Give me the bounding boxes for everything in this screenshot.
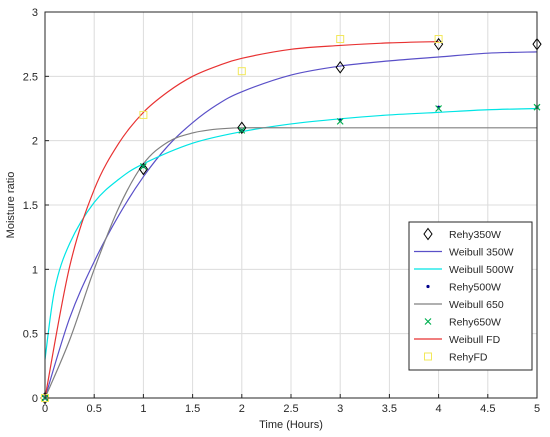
legend-item: Weibull 350W bbox=[414, 247, 514, 259]
x-tick-label: 3.5 bbox=[382, 403, 397, 415]
data-point-s0-1 bbox=[138, 162, 149, 176]
y-tick-label: 3 bbox=[32, 7, 38, 19]
data-point-s7-1 bbox=[139, 110, 148, 119]
data-point-s5-3 bbox=[336, 117, 344, 125]
series-line-4 bbox=[44, 127, 537, 399]
x-tick-label: 4 bbox=[436, 403, 442, 415]
legend-item: Rehy500W bbox=[426, 282, 501, 294]
x-tick-label: 0 bbox=[42, 403, 48, 415]
x-tick-label: 1.5 bbox=[185, 403, 200, 415]
y-tick-label: 0.5 bbox=[23, 329, 38, 341]
legend-label: Rehy650W bbox=[449, 317, 501, 329]
x-tick-label: 3 bbox=[337, 403, 343, 415]
y-tick-label: 2.5 bbox=[23, 71, 38, 83]
x-tick-label: 2.5 bbox=[283, 403, 298, 415]
legend-label: Weibull 500W bbox=[449, 264, 514, 276]
legend-marker-swatch bbox=[426, 284, 430, 289]
y-tick-label: 1.5 bbox=[23, 200, 38, 212]
legend-item: Rehy650W bbox=[424, 317, 501, 329]
data-point-s7-2 bbox=[237, 67, 246, 76]
y-tick-label: 2 bbox=[32, 136, 38, 148]
series-line-2 bbox=[44, 107, 538, 360]
data-point-s0-2 bbox=[237, 121, 247, 135]
line-series-group bbox=[44, 40, 538, 399]
legend-marker-swatch bbox=[424, 352, 432, 361]
legend-label: Weibull 350W bbox=[449, 247, 514, 259]
y-tick-label: 1 bbox=[32, 264, 38, 276]
data-point-s5-2 bbox=[238, 126, 246, 134]
data-point-s5-4 bbox=[435, 105, 443, 112]
legend-item: Weibull 500W bbox=[414, 264, 514, 276]
x-tick-label: 4.5 bbox=[480, 403, 495, 415]
legend-label: Weibull 650 bbox=[449, 299, 504, 311]
legend-label: Rehy350W bbox=[449, 229, 501, 241]
y-tick-label: 0 bbox=[32, 393, 38, 405]
data-point-s5-1 bbox=[139, 162, 147, 170]
legend-marker-swatch bbox=[423, 227, 433, 241]
legend-item: RehyFD bbox=[424, 352, 488, 364]
legend-label: RehyFD bbox=[449, 352, 488, 364]
data-point-s7-4 bbox=[434, 35, 443, 44]
legend-item: Weibull 650 bbox=[414, 299, 504, 311]
data-point-s7-3 bbox=[336, 35, 345, 44]
data-point-s0-3 bbox=[335, 60, 345, 74]
legend-label: Rehy500W bbox=[449, 282, 501, 294]
series-line-1 bbox=[44, 51, 538, 399]
x-tick-label: 2 bbox=[239, 403, 245, 415]
legend-box bbox=[408, 221, 533, 371]
legend-item: Weibull FD bbox=[414, 334, 501, 346]
x-tick-label: 1 bbox=[140, 403, 146, 415]
x-tick-label: 5 bbox=[534, 403, 540, 415]
tick-labels: 0 0.5 1 1.5 2 2.5 3 3.5 4 4.5 5 0 0.5 1 1.5 2 2.5 3 bbox=[23, 7, 540, 415]
series-line-6 bbox=[44, 40, 439, 399]
legend-marker-swatch bbox=[424, 318, 432, 325]
legend-item: Rehy350W bbox=[423, 227, 501, 241]
x-axis-label: Time (Hours) bbox=[259, 419, 323, 431]
y-axis-label: Moisture ratio bbox=[5, 172, 17, 239]
plot-area bbox=[40, 35, 542, 405]
x-tick-label: 0.5 bbox=[87, 403, 102, 415]
legend-label: Weibull FD bbox=[449, 334, 501, 346]
legend: Rehy350W Weibull 350W Weibull 500W Rehy500W… bbox=[408, 221, 533, 371]
